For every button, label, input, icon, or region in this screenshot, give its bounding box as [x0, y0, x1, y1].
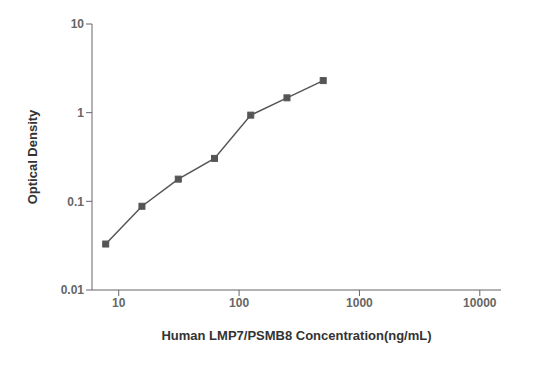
svg-text:0.1: 0.1 — [67, 195, 84, 209]
svg-text:1000: 1000 — [346, 296, 373, 310]
svg-text:1: 1 — [77, 106, 84, 120]
svg-text:10000: 10000 — [463, 296, 497, 310]
svg-text:10: 10 — [112, 296, 126, 310]
svg-text:10: 10 — [71, 17, 85, 31]
svg-text:Optical Density: Optical Density — [25, 109, 40, 204]
svg-text:Human LMP7/PSMB8 Concentration: Human LMP7/PSMB8 Concentration(ng/mL) — [161, 328, 431, 343]
svg-text:100: 100 — [229, 296, 249, 310]
svg-text:0.01: 0.01 — [61, 283, 85, 297]
